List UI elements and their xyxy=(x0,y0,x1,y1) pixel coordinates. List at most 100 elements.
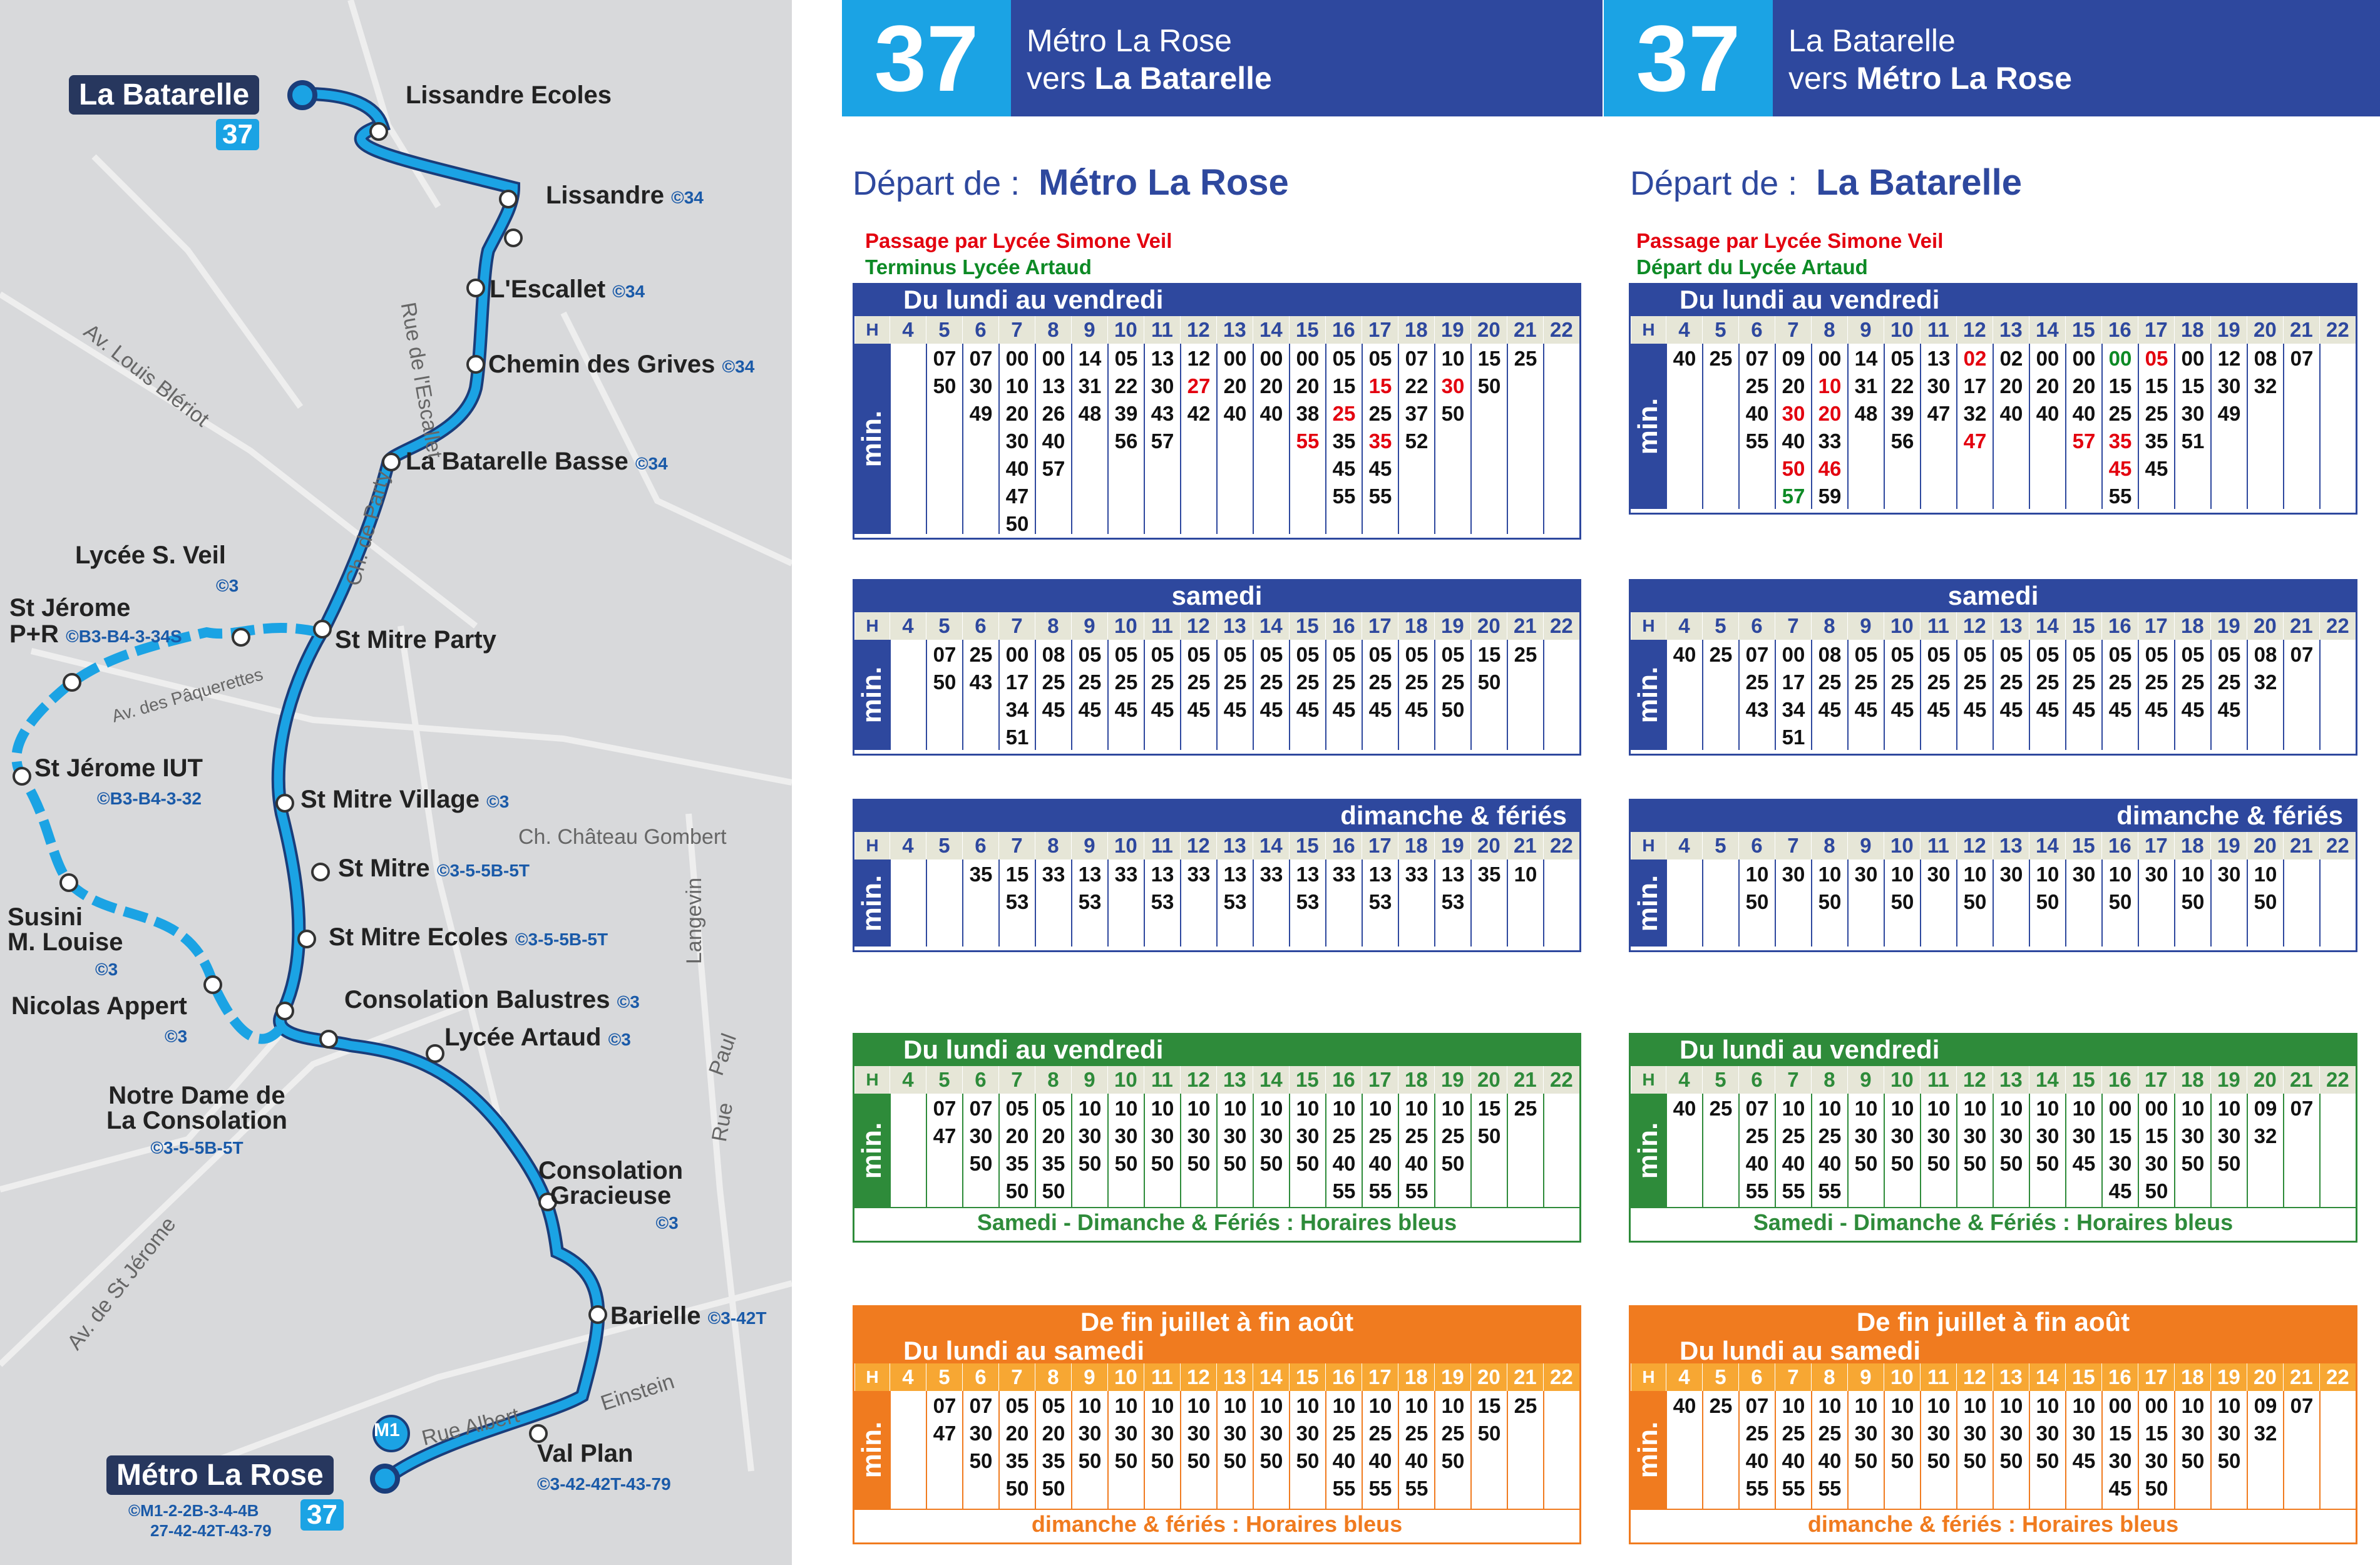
departure-minute: 25 xyxy=(1709,1097,1733,1120)
minutes-column: 00 15 25 35 45 55 xyxy=(2101,344,2138,509)
departure-minute: 25 xyxy=(1514,1394,1537,1417)
hour-cell: 20 xyxy=(2246,1363,2283,1391)
departure-minute: 05 xyxy=(1005,1097,1029,1120)
departure-minute: 05 xyxy=(1114,347,1138,370)
hour-cell: 9 xyxy=(1070,1066,1107,1094)
minutes-column: 10 25 50 xyxy=(1434,1094,1470,1207)
minutes-column: 09 32 xyxy=(2247,1391,2283,1509)
hour-cell: 10 xyxy=(1883,832,1920,859)
minutes-column: 10 50 xyxy=(1811,859,1847,947)
departure-minute: 47 xyxy=(933,1124,957,1147)
hour-cell: H xyxy=(1631,1066,1666,1094)
departure-minute: 25 xyxy=(1368,402,1392,425)
departure-minute: 40 xyxy=(1005,457,1029,480)
departure-minute: 47 xyxy=(933,1422,957,1445)
hour-cell: 14 xyxy=(1252,1066,1289,1094)
minutes-column: 10 30 50 xyxy=(1216,1094,1253,1207)
minutes-column: 33 xyxy=(1253,859,1289,947)
departure-minute: 55 xyxy=(1745,1477,1769,1500)
departure-minute: 27 xyxy=(1187,374,1211,398)
departure-minute: 45 xyxy=(2108,1477,2132,1500)
departure-minute: 45 xyxy=(2072,1449,2096,1472)
stop-st-jerome-pr: St Jérome P+R ©B3-B4-3-34S xyxy=(9,594,182,648)
minutes-column: 00 17 34 51 xyxy=(998,640,1035,750)
departure-minute: 10 xyxy=(1514,863,1537,886)
departure-minute: 13 xyxy=(1151,863,1174,886)
departure-minute: 53 xyxy=(1441,890,1465,913)
departure-minute: 33 xyxy=(1042,863,1065,886)
departure-minute: 40 xyxy=(1405,1449,1429,1472)
departure-minute: 47 xyxy=(1927,402,1951,425)
departure-minute: 10 xyxy=(1890,1394,1914,1417)
departure-minute: 13 xyxy=(1296,863,1320,886)
hour-cell: 5 xyxy=(925,316,962,344)
departure-minute: 00 xyxy=(1296,347,1320,370)
departure-minute: 55 xyxy=(1782,1179,1805,1203)
hour-cell: 21 xyxy=(1506,612,1543,640)
hour-cell: 11 xyxy=(1919,612,1956,640)
departure-minute: 00 xyxy=(1005,643,1029,666)
hour-cell: H xyxy=(1631,832,1666,859)
departure-minute: 50 xyxy=(1441,402,1465,425)
minutes-column: 10 50 xyxy=(2101,859,2138,947)
hour-cell: 9 xyxy=(1847,832,1884,859)
departure-minute: 30 xyxy=(1854,1422,1878,1445)
hour-cell: 7 xyxy=(1774,832,1811,859)
departure-minute: 20 xyxy=(1999,374,2023,398)
departure-minute: 25 xyxy=(1114,670,1138,694)
stop-barielle: Barielle ©3-42T xyxy=(610,1302,767,1330)
minutes-column: 05 25 45 xyxy=(1253,640,1289,750)
hour-cell: 9 xyxy=(1847,612,1884,640)
line-number: 37 xyxy=(1604,0,1773,116)
minutes-column: 15 50 xyxy=(1470,1391,1507,1509)
departure-minute: 05 xyxy=(2181,643,2205,666)
departure-minute: 56 xyxy=(1114,429,1138,453)
minutes-column: 35 xyxy=(1470,859,1507,947)
departure-minute: 05 xyxy=(1332,643,1356,666)
departure-minute: 07 xyxy=(2290,347,2314,370)
hour-cell: 15 xyxy=(1288,1066,1325,1094)
departure-minute: 30 xyxy=(1927,374,1951,398)
hour-cell: 6 xyxy=(1738,832,1775,859)
minutes-column: 40 xyxy=(1666,640,1702,750)
departure-minute: 30 xyxy=(2072,863,2096,886)
minutes-column: 05 25 45 xyxy=(2174,640,2210,750)
hour-cell: 7 xyxy=(998,1363,1035,1391)
departure-minute: 40 xyxy=(1745,1449,1769,1472)
departure-minute: 05 xyxy=(1114,643,1138,666)
minutes-column: 10 25 40 55 xyxy=(1398,1094,1434,1207)
departure-minute: 50 xyxy=(1259,1449,1283,1472)
hour-cell: 10 xyxy=(1107,832,1144,859)
hour-cell: 18 xyxy=(2173,1066,2210,1094)
hour-cell: 12 xyxy=(1179,832,1216,859)
departure-minute: 50 xyxy=(1477,1124,1501,1147)
hour-cell: 5 xyxy=(925,832,962,859)
departure-minute: 55 xyxy=(1368,1179,1392,1203)
departure-minute: 10 xyxy=(1114,1097,1138,1120)
route-map-drawing xyxy=(0,0,792,1494)
departure-minute: 20 xyxy=(1259,374,1283,398)
hour-cell: 18 xyxy=(2173,316,2210,344)
departure-minute: 20 xyxy=(1005,1422,1029,1445)
departure-minute: 30 xyxy=(2108,1449,2132,1472)
minutes-column: 00 15 30 50 xyxy=(2138,1094,2174,1207)
departure-minute: 25 xyxy=(1963,670,1987,694)
minutes-column: 10 30 50 xyxy=(1253,1094,1289,1207)
departure-minute: 30 xyxy=(1854,1124,1878,1147)
hour-cell: 18 xyxy=(2173,612,2210,640)
departure-minute: 25 xyxy=(1259,670,1283,694)
minutes-column: 07 xyxy=(2283,1094,2319,1207)
departure-minute: 05 xyxy=(2217,643,2241,666)
hour-cell: 7 xyxy=(998,316,1035,344)
minutes-column xyxy=(2319,1391,2356,1509)
minutes-column xyxy=(1666,859,1702,947)
minutes-label: min. xyxy=(854,1094,890,1207)
hour-cell: 13 xyxy=(1216,1363,1253,1391)
hour-cell: 4 xyxy=(889,1363,926,1391)
minutes-column xyxy=(1543,1094,1579,1207)
minutes-column: 05 22 39 56 xyxy=(1884,344,1920,509)
departure-minute: 15 xyxy=(1477,1097,1501,1120)
minutes-column: 00 15 30 51 xyxy=(2174,344,2210,509)
minutes-column: 10 30 50 xyxy=(1144,1094,1180,1207)
departure-minute: 40 xyxy=(1223,402,1247,425)
